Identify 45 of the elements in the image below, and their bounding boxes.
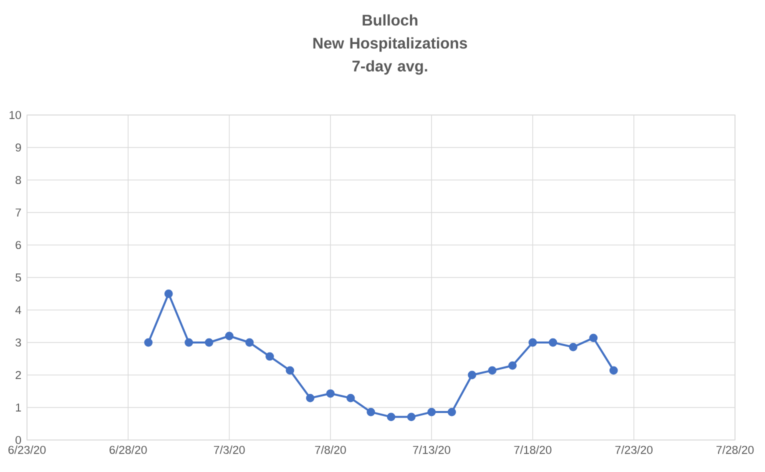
point [386,412,396,422]
point [326,389,335,398]
y-tick-label: 4 [15,306,22,314]
point [488,366,496,375]
y-tick-label: 5 [16,274,21,282]
point [407,412,416,422]
x-tick-label: 7/28/20 [716,446,754,454]
point [589,334,598,342]
point [508,361,517,370]
point [164,290,173,298]
point [204,338,214,347]
y-tick-label: 6 [16,240,21,250]
x-tick-label: 7/13/20 [413,446,450,454]
y-tick-label: 7 [16,208,21,216]
point [427,408,436,416]
y-tick-label: 8 [16,176,21,184]
point [528,338,537,347]
y-tick-label: 10 [10,110,22,120]
point [225,332,234,340]
point [306,394,314,402]
point [568,342,578,352]
chart-title: Bulloch [362,14,418,26]
point [548,338,558,347]
point [266,352,274,361]
point [468,370,476,380]
point [609,366,618,375]
chart-subtitle: New Hospitalizations 7-day avg. [313,37,468,75]
y-tick-label: 2 [16,371,21,379]
x-tick-label: 7/3/20 [214,446,245,454]
point [366,408,376,416]
x-tick-label: 6/28/20 [110,446,147,454]
x-tick-label: 7/23/20 [615,446,653,454]
x-tick-label: 7/18/20 [514,446,552,454]
point [346,394,355,402]
y-tick-label: 1 [16,404,21,412]
y-tick-label: 3 [16,338,21,347]
point [144,338,153,347]
y-tick-label: 0 [16,436,22,444]
point [448,408,456,416]
point [184,338,194,347]
x-tick-label: 6/23/20 [8,446,46,454]
point [286,366,294,375]
x-tick-label: 7/8/20 [315,446,346,454]
y-tick-label: 9 [16,143,21,152]
point [245,338,254,347]
